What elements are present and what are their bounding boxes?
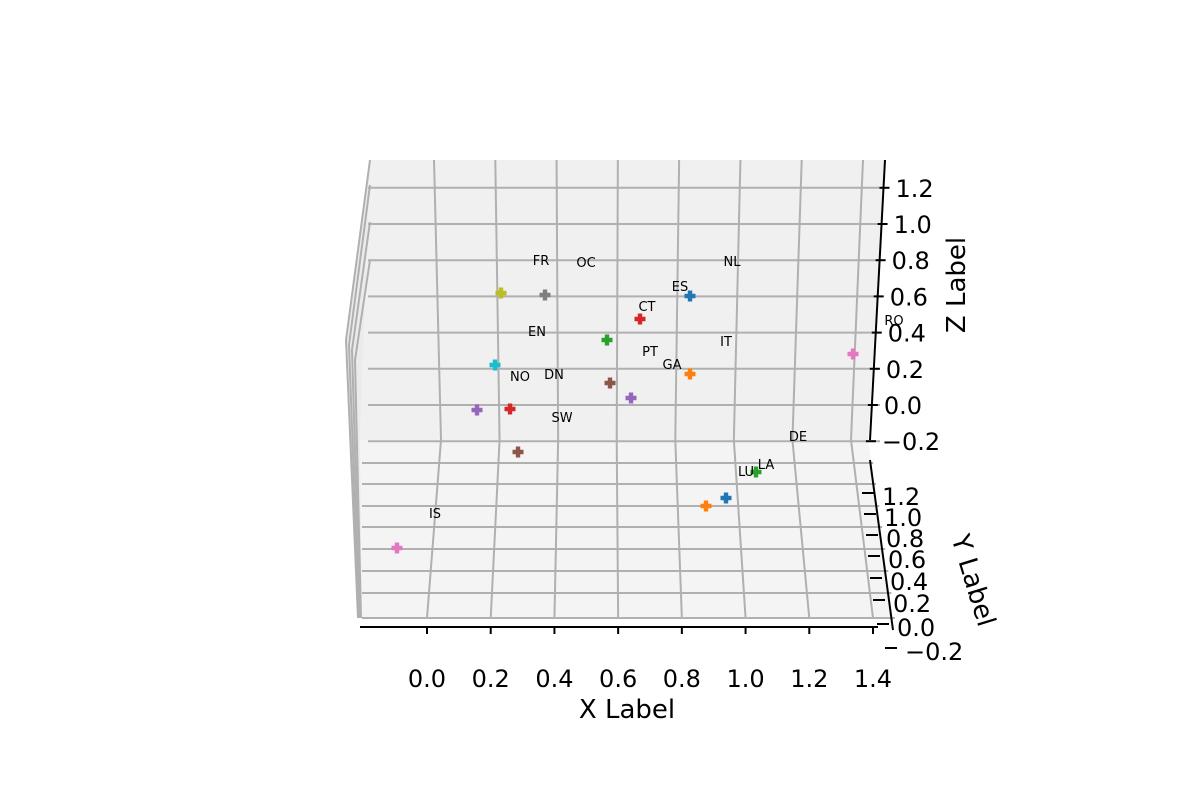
z-tick-label: 1.0 — [894, 211, 932, 239]
x-tick-label: 0.8 — [663, 665, 701, 693]
point-label-it: IT — [720, 335, 732, 350]
point-label-sw: SW — [551, 411, 572, 426]
point-label-ga: GA — [663, 358, 682, 373]
point-label-de: DE — [789, 430, 807, 445]
point-label-oc: OC — [576, 256, 595, 271]
point-label-dn: DN — [544, 368, 564, 383]
x-axis-ticks: 0.0 0.2 0.4 0.6 0.8 1.0 1.2 1.4 — [408, 627, 892, 693]
x-tick-label: 0.4 — [535, 665, 573, 693]
x-tick-label: 0.6 — [599, 665, 637, 693]
point-label-nl: NL — [724, 255, 742, 270]
x-tick-label: 0.0 — [408, 665, 446, 693]
x-tick-label: 1.0 — [726, 665, 764, 693]
z-tick-label: 1.2 — [896, 175, 934, 203]
z-tick-label: −0.2 — [882, 428, 940, 456]
point-label-fr: FR — [533, 254, 550, 269]
y-tick-label: 1.2 — [882, 483, 920, 511]
z-axis-title: Z Label — [942, 237, 972, 333]
point-label-lu: LU — [738, 465, 754, 480]
point-label-ro: RO — [884, 314, 903, 329]
z-tick-label: 0.8 — [892, 247, 930, 275]
point-label-no: NO — [510, 370, 530, 385]
point-label-ct: CT — [638, 300, 655, 315]
floor-pane — [360, 440, 893, 618]
point-label-is: IS — [429, 507, 441, 522]
y-tick-label: −0.2 — [905, 638, 963, 666]
point-label-es: ES — [672, 280, 688, 295]
z-tick-label: 0.2 — [886, 356, 924, 384]
x-tick-label: 1.2 — [790, 665, 828, 693]
x-tick-label: 0.2 — [472, 665, 510, 693]
point-label-en: EN — [528, 325, 546, 340]
x-tick-label: 1.4 — [854, 665, 892, 693]
z-tick-label: 0.6 — [890, 283, 928, 311]
point-label-pt: PT — [642, 345, 658, 360]
x-axis-title: X Label — [579, 695, 675, 725]
y-axis-title: Y Label — [944, 530, 1001, 630]
back-pane — [360, 160, 885, 440]
back-grid-vline — [617, 160, 618, 440]
z-tick-label: 0.0 — [884, 392, 922, 420]
y-tick-label: 0.0 — [897, 614, 935, 642]
point-label-la: LA — [758, 458, 775, 473]
